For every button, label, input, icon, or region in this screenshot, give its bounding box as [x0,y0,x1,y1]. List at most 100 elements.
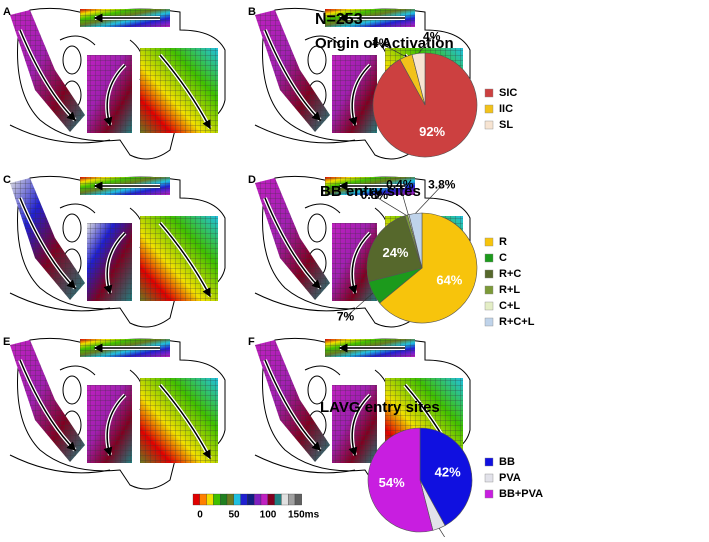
legend-label: BB [499,456,515,468]
map-panel: A [3,6,226,160]
panel-letter: C [3,174,11,186]
colorbar-swatch [233,493,241,506]
leader-line [374,195,407,216]
value-label: 54% [379,475,405,490]
pie-title: BB entry sites [320,183,421,200]
colorbar-swatch [267,493,275,506]
map-band-grid [10,10,85,132]
arrow [264,359,322,452]
pie-title: Origin of Activation [315,35,454,52]
value-label: 4% [423,30,441,44]
value-label: 3.8% [428,178,456,192]
value-label: 42% [435,464,461,479]
map-band-grid [255,10,330,132]
legend-label: IIC [499,103,513,115]
colorbar-swatch [260,493,268,506]
arrow [264,29,322,122]
colorbar-label: 150ms [288,510,320,521]
legend-swatch [484,253,494,263]
arrow [348,394,371,457]
vein-outline [307,45,327,75]
legend-swatch [484,104,494,114]
arrow [19,197,77,290]
legend-label: SL [499,119,513,131]
map-band-grid [255,340,330,462]
legend-swatch [484,120,494,130]
pie-slice [367,427,434,533]
leader-line [399,185,409,215]
colorbar-swatch [288,493,296,506]
colorbar-swatch [220,493,228,506]
value-label: 0.8% [361,188,389,202]
arrow [348,64,371,127]
legend-swatch [484,457,494,467]
arrow [264,197,322,290]
legend-swatch [484,269,494,279]
legend-swatch [484,317,494,327]
value-label: 24% [382,245,408,260]
map-panel: C [3,174,226,328]
panel-letter: B [248,6,256,18]
leader-line [345,292,374,318]
arrow [348,232,371,295]
colorbar-swatch [247,493,255,506]
legend-label: SIC [499,87,517,99]
colorbar-label: 50 [228,510,240,521]
pie-slice [379,212,478,324]
pie-title: LAVG entry sites [320,399,440,416]
colorbar-swatch [274,493,282,506]
pies: Origin of Activation 92% SIC 4% IIC 4% SL BB en… [315,30,543,542]
colorbar-swatch [281,493,289,506]
colorbar-swatch [206,493,214,506]
arrow [103,232,126,295]
legend-label: PVA [499,472,521,484]
legend-label: C+L [499,300,520,312]
colorbar-swatch [226,493,234,506]
legend-swatch [484,285,494,295]
legend-label: C [499,252,507,264]
colorbar-swatch [199,493,207,506]
leader-line [438,528,449,542]
arrow [159,54,211,130]
legend-swatch [484,489,494,499]
colorbar-swatch [254,493,262,506]
map-panel: E [3,336,226,490]
vein-outline [62,45,82,75]
arrow [19,29,77,122]
legend-swatch [484,473,494,483]
value-label: 64% [436,272,462,287]
arrow [159,222,211,298]
legend-label: R+L [499,284,520,296]
arrow [159,384,211,460]
arrow [19,359,77,452]
colorbar-swatch [192,493,200,506]
leader-line [415,185,443,214]
value-label: 0.4% [386,177,414,191]
colorbar-swatch [240,493,248,506]
legend-swatch [484,301,494,311]
vein-outline [307,213,327,243]
legend-swatch [484,88,494,98]
value-label: 4% [372,36,390,50]
panel-letter: D [248,174,256,186]
vein-outline [307,375,327,405]
pie-slice [366,215,423,283]
legend-swatch [484,237,494,247]
colorbar: 0 50 100 150ms [192,493,320,521]
leader-line [418,37,432,54]
value-label: 7% [337,309,355,323]
legend-label: R+C [499,268,521,280]
colorbar-label: 100 [260,510,277,521]
n-label: N=253 [315,11,363,28]
pie-slice [411,52,426,106]
map-band-grid [10,178,85,300]
arrow [103,64,126,127]
panel-letter: F [248,336,255,348]
value-label: 92% [419,124,445,139]
panel-letter: A [3,6,11,18]
panel-letter: E [3,336,10,348]
map-band-grid [10,340,85,462]
map-band-grid [255,178,330,300]
